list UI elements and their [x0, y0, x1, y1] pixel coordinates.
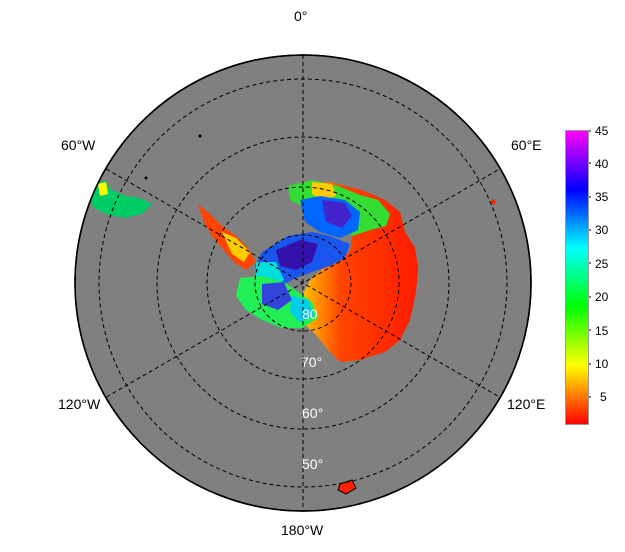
east-antarctica: [300, 182, 418, 362]
label-lat-80: 80: [302, 306, 318, 322]
label-lat-70: 70°: [301, 354, 323, 370]
colorbar-label: 35: [595, 190, 609, 204]
colorbar-label: 45: [595, 124, 609, 138]
label-60e: 60°E: [511, 137, 542, 153]
label-180w: 180°W: [281, 522, 324, 538]
ross-cyan: [290, 296, 314, 322]
map-border: [74, 54, 532, 512]
lat-circle-60: [156, 136, 450, 430]
graticule: [98, 55, 508, 511]
colorbar-label: 40: [595, 157, 609, 171]
central-purple: [276, 240, 318, 270]
label-120w: 120°W: [58, 396, 101, 412]
colorbar-label: 20: [595, 290, 609, 304]
plateau-purple: [322, 200, 352, 228]
label-120e: 120°E: [507, 396, 546, 412]
colorbar: [565, 130, 589, 425]
north-islet: [198, 134, 202, 138]
label-60w: 60°W: [61, 137, 96, 153]
colorbar-label: 15: [595, 324, 609, 338]
meridian-120: [106, 168, 500, 398]
lat-circle-80: [254, 234, 352, 332]
subantarctic-islet: [144, 176, 148, 180]
colorbar-label: 5: [600, 390, 607, 404]
ross-blue: [262, 282, 292, 310]
label-lat-60: 60°: [302, 405, 324, 421]
colorbar-label: 25: [595, 257, 609, 271]
south-america-yellow: [98, 182, 108, 196]
label-lat-50: 50°: [302, 456, 324, 472]
dml-yellow: [312, 182, 336, 200]
colorbar-label: 10: [595, 357, 609, 371]
east-islet: [490, 199, 496, 205]
label-0deg: 0°: [294, 8, 308, 24]
colorbar-label: 30: [595, 223, 609, 237]
